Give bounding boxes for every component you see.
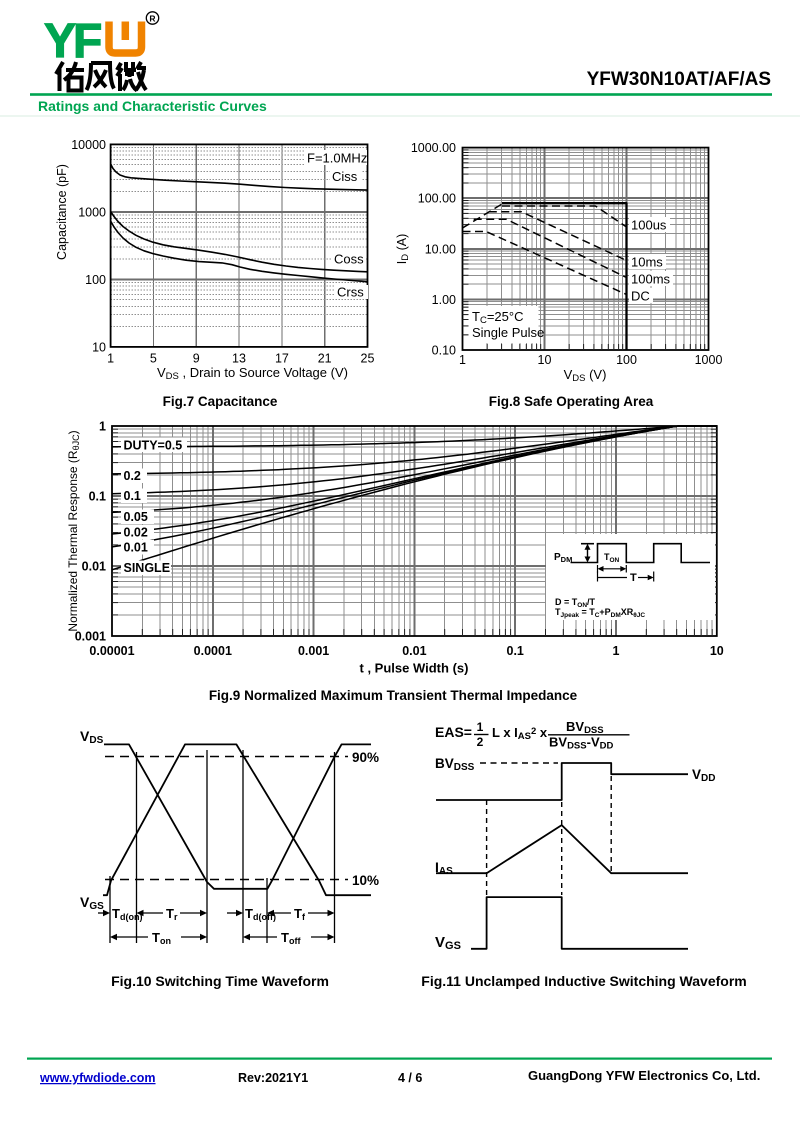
svg-text:0.02: 0.02 (124, 526, 148, 540)
svg-text:0.01: 0.01 (82, 560, 106, 574)
svg-text:1: 1 (99, 420, 106, 434)
svg-text:10ms: 10ms (631, 255, 663, 270)
svg-text:21: 21 (318, 352, 332, 366)
svg-text:TON: TON (604, 552, 620, 564)
svg-text:0.1: 0.1 (507, 644, 524, 658)
svg-text:100.00: 100.00 (418, 192, 456, 206)
svg-text:R: R (149, 14, 155, 24)
svg-text:Fig.7 Capacitance: Fig.7 Capacitance (163, 394, 278, 409)
svg-text:Crss: Crss (337, 285, 364, 300)
svg-text:10.00: 10.00 (425, 242, 456, 256)
svg-text:10%: 10% (352, 873, 379, 888)
svg-text:TC=25°C: TC=25°C (472, 309, 523, 326)
svg-text:17: 17 (275, 352, 289, 366)
svg-text:GuangDong YFW Electronics Co,: GuangDong YFW Electronics Co, Ltd. (528, 1068, 760, 1083)
svg-text:1.00: 1.00 (432, 293, 456, 307)
svg-text:DC: DC (631, 289, 650, 304)
svg-text:D = TON/T: D = TON/T (555, 597, 596, 609)
svg-text:10: 10 (710, 644, 724, 658)
svg-text:TJpeak = TC+PDMXRθJC: TJpeak = TC+PDMXRθJC (555, 607, 645, 619)
svg-text:13: 13 (232, 352, 246, 366)
svg-text:1: 1 (459, 353, 466, 367)
svg-text:0.01: 0.01 (124, 541, 148, 555)
svg-text:Fig.9 Normalized Maximum Trans: Fig.9 Normalized Maximum Transient Therm… (209, 688, 578, 703)
svg-text:T: T (630, 572, 637, 584)
svg-text:0.1: 0.1 (89, 490, 106, 504)
svg-text:100: 100 (85, 273, 106, 287)
svg-text:90%: 90% (352, 750, 379, 765)
svg-text:0.01: 0.01 (402, 644, 426, 658)
svg-text:0.001: 0.001 (298, 644, 329, 658)
svg-text:25: 25 (361, 352, 375, 366)
svg-text:YF: YF (44, 15, 101, 68)
svg-text:t , Pulse Width (s): t , Pulse Width (s) (360, 661, 469, 676)
svg-text:Tr: Tr (166, 906, 178, 922)
svg-text:SINGLE: SINGLE (124, 561, 171, 575)
svg-text:10: 10 (92, 340, 106, 354)
svg-text:Ciss: Ciss (332, 169, 358, 184)
svg-text:Tf: Tf (294, 906, 306, 922)
svg-text:BVDSS-VDD: BVDSS-VDD (549, 735, 613, 752)
svg-text:Coss: Coss (334, 252, 364, 267)
svg-text:1: 1 (477, 720, 484, 734)
svg-text:9: 9 (193, 352, 200, 366)
svg-text:1000.00: 1000.00 (411, 141, 456, 155)
svg-text:1000: 1000 (695, 353, 723, 367)
svg-text:Normalized Thermal Response (R: Normalized Thermal Response (RθJC) (66, 430, 81, 631)
svg-text:EAS=: EAS= (435, 724, 472, 740)
svg-text:100ms: 100ms (631, 272, 671, 287)
svg-text:YFW30N10AT/AF/AS: YFW30N10AT/AF/AS (587, 69, 771, 90)
svg-text:Rev:2021Y1: Rev:2021Y1 (238, 1071, 308, 1085)
svg-text:0.0001: 0.0001 (194, 644, 232, 658)
svg-text:VDS , Drain to Source Voltage: VDS , Drain to Source Voltage (V) (157, 365, 348, 382)
svg-text:Fig.10 Switching Time Waveform: Fig.10 Switching Time Waveform (111, 973, 329, 989)
svg-text:10: 10 (538, 353, 552, 367)
svg-text:0.001: 0.001 (75, 630, 106, 644)
svg-text:0.2: 0.2 (124, 469, 141, 483)
svg-text:4 / 6: 4 / 6 (398, 1071, 422, 1085)
svg-text:0.05: 0.05 (124, 510, 148, 524)
svg-text:Fig.11 Unclamped Inductive Swi: Fig.11 Unclamped Inductive Switching Wav… (421, 973, 746, 989)
svg-text:0.00001: 0.00001 (89, 644, 134, 658)
svg-text:DUTY=0.5: DUTY=0.5 (124, 439, 183, 453)
svg-text:100us: 100us (631, 218, 667, 233)
svg-text:Capacitance (pF): Capacitance (pF) (55, 164, 69, 260)
svg-text:1: 1 (613, 644, 620, 658)
svg-text:0.1: 0.1 (124, 489, 141, 503)
svg-text:www.yfwdiode.com: www.yfwdiode.com (39, 1071, 156, 1085)
svg-text:1000: 1000 (78, 205, 106, 219)
svg-text:PDM: PDM (554, 552, 572, 564)
svg-text:Fig.8 Safe Operating Area: Fig.8 Safe Operating Area (489, 394, 654, 409)
svg-text:5: 5 (150, 352, 157, 366)
svg-text:F=1.0MHz: F=1.0MHz (307, 151, 367, 166)
svg-text:VDS (V): VDS (V) (564, 367, 607, 384)
svg-text:10000: 10000 (71, 138, 106, 152)
svg-text:Single Pulse: Single Pulse (472, 325, 544, 340)
svg-text:0.10: 0.10 (432, 344, 456, 358)
svg-text:100: 100 (616, 353, 637, 367)
svg-text:Ratings and Characteristic Cur: Ratings and Characteristic Curves (38, 98, 267, 114)
svg-text:1: 1 (107, 352, 114, 366)
svg-text:2: 2 (477, 735, 484, 749)
